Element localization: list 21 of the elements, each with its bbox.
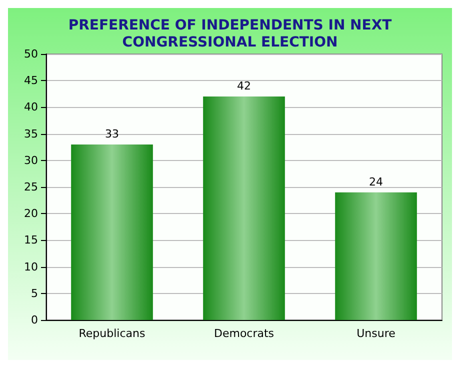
y-tick-label: 10 — [24, 260, 38, 274]
y-tick-label: 15 — [24, 234, 38, 247]
data-label: 42 — [237, 80, 251, 93]
y-tick-label: 25 — [24, 180, 38, 194]
x-tick-label: Unsure — [356, 327, 396, 340]
y-tick-label: 50 — [24, 48, 38, 60]
bar — [335, 192, 417, 320]
y-tick-label: 5 — [31, 286, 38, 300]
bar — [71, 144, 153, 320]
data-label: 33 — [105, 127, 119, 140]
bar — [203, 96, 285, 320]
chart-title: PREFERENCE OF INDEPENDENTS IN NEXT CONGRESSIONAL ELECTION — [68, 18, 392, 50]
y-tick-label: 35 — [24, 127, 38, 140]
y-tick-label: 0 — [31, 314, 38, 326]
x-tick-label: Democrats — [214, 327, 274, 340]
x-tick-label: Republicans — [78, 327, 146, 340]
data-label: 24 — [369, 175, 383, 188]
y-tick-label: 30 — [24, 154, 38, 167]
y-tick-label: 20 — [24, 207, 38, 220]
y-tick-label: 40 — [24, 100, 38, 114]
y-tick-label: 45 — [24, 74, 38, 88]
